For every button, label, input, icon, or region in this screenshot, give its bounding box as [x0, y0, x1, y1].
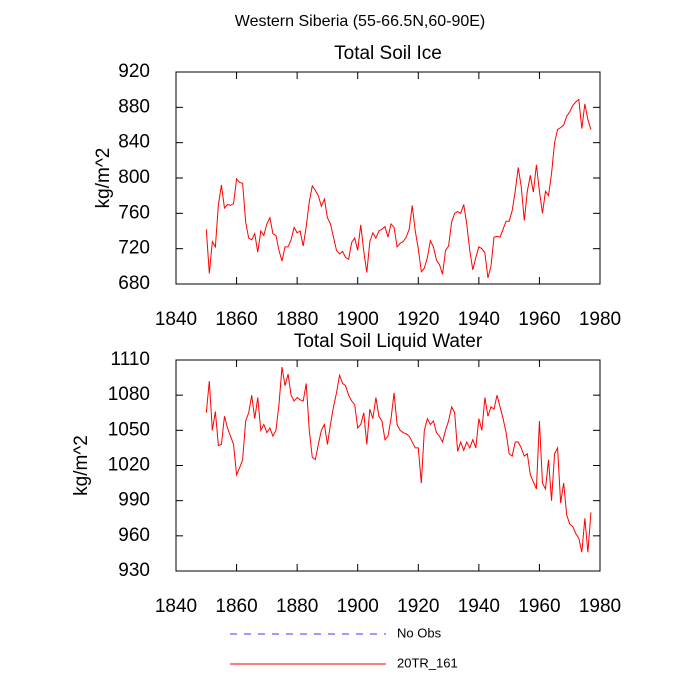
- y-tick-label: 920: [118, 61, 150, 82]
- y-tick-label: 840: [118, 132, 150, 153]
- x-tick-label: 1840: [155, 596, 197, 617]
- data-line: [205, 98, 592, 278]
- x-tick-label: 1980: [579, 596, 621, 617]
- y-tick-label: 880: [118, 96, 150, 117]
- x-tick-label: 1960: [518, 596, 560, 617]
- x-tick-label: 1860: [215, 596, 257, 617]
- y-tick-label: 1080: [108, 384, 150, 405]
- y-tick-label: 930: [118, 560, 150, 581]
- y-axis-title: kg/m^2: [71, 435, 92, 496]
- plot-frame: [175, 71, 601, 285]
- x-tick-label: 1900: [337, 596, 379, 617]
- x-tick-label: 1940: [458, 309, 500, 330]
- x-tick-label: 1880: [276, 309, 318, 330]
- y-tick-label: 990: [118, 490, 150, 511]
- legend-label: 20TR_161: [397, 655, 458, 670]
- panel-title: Total Soil Liquid Water: [294, 331, 483, 352]
- x-tick-label: 1980: [579, 309, 621, 330]
- y-tick-label: 760: [118, 202, 150, 223]
- x-tick-label: 1860: [215, 309, 257, 330]
- y-tick-label: 720: [118, 238, 150, 259]
- y-axis-title: kg/m^2: [93, 148, 114, 209]
- panel-title: Total Soil Ice: [334, 43, 442, 64]
- x-tick-label: 1840: [155, 309, 197, 330]
- data-line: [205, 366, 592, 553]
- y-tick-label: 800: [118, 167, 150, 188]
- y-tick-label: 960: [118, 525, 150, 546]
- x-tick-label: 1920: [397, 596, 439, 617]
- x-tick-label: 1900: [337, 309, 379, 330]
- y-tick-label: 680: [118, 273, 150, 294]
- x-tick-label: 1960: [518, 309, 560, 330]
- x-tick-label: 1920: [397, 309, 439, 330]
- x-tick-label: 1880: [276, 596, 318, 617]
- legend-label: No Obs: [397, 625, 442, 640]
- x-tick-label: 1940: [458, 596, 500, 617]
- y-tick-label: 1020: [108, 455, 150, 476]
- y-tick-label: 1050: [108, 419, 150, 440]
- plot-frame: [175, 359, 601, 572]
- y-tick-label: 1110: [111, 349, 150, 370]
- page-title: Western Siberia (55-66.5N,60-90E): [235, 13, 486, 30]
